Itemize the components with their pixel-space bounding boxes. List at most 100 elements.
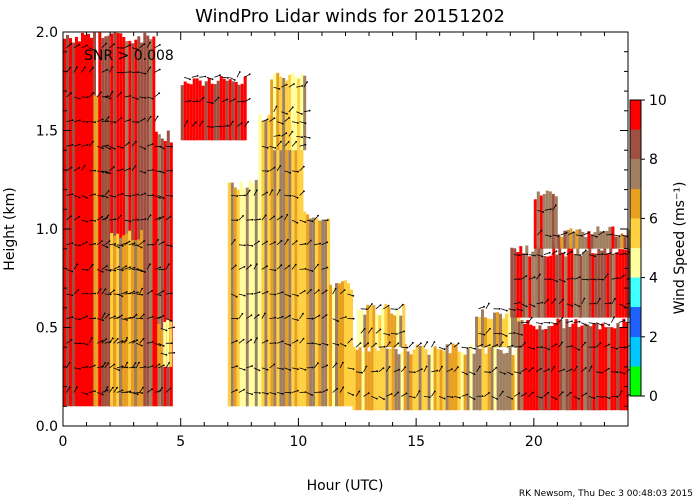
wind-arrow-head <box>530 316 533 319</box>
speed-cell <box>543 256 547 318</box>
speed-cell <box>189 84 193 141</box>
wind-arrow <box>543 368 550 373</box>
wind-arrow-head <box>133 266 136 269</box>
wind-arrow-head <box>104 288 107 291</box>
wind-arrow <box>543 299 549 305</box>
wind-arrow-head <box>234 264 237 267</box>
wind-arrow-head <box>162 215 165 218</box>
wind-arrow <box>116 169 123 172</box>
wind-arrow-head <box>352 394 354 396</box>
speed-cell <box>535 329 539 411</box>
wind-arrow-head <box>149 263 151 266</box>
wind-arrow-head <box>118 369 120 372</box>
speed-cell <box>603 245 607 318</box>
speed-cell <box>297 78 301 151</box>
speed-region-17 <box>533 190 558 249</box>
wind-arrow-head <box>390 393 393 395</box>
speed-cell <box>186 83 190 141</box>
wind-arrow-head <box>170 320 173 322</box>
wind-arrow-head <box>335 362 338 365</box>
wind-arrow-head <box>243 244 246 247</box>
wind-arrow-head <box>196 100 199 102</box>
wind-arrow <box>89 194 96 196</box>
wind-arrow <box>128 242 135 246</box>
wind-arrow <box>101 145 108 147</box>
speed-cell <box>267 114 271 407</box>
wind-arrow <box>66 67 71 73</box>
wind-arrow <box>356 371 363 374</box>
wind-arrow-head <box>125 339 128 342</box>
wind-arrow <box>408 396 415 398</box>
wind-arrow-head <box>563 251 566 254</box>
wind-arrow <box>146 169 154 172</box>
wind-arrow <box>339 387 344 393</box>
speed-cell <box>478 317 481 348</box>
wind-arrow <box>104 145 111 150</box>
wind-arrow-head <box>287 238 289 241</box>
wind-arrow-head <box>186 120 189 123</box>
wind-arrow <box>321 389 328 393</box>
wind-arrow <box>288 83 295 88</box>
wind-arrow-head <box>142 337 145 340</box>
colorbar-tick-label: 2 <box>649 330 658 346</box>
speed-cell <box>610 327 614 411</box>
wind-arrow-head <box>149 115 152 118</box>
wind-arrow <box>136 269 143 272</box>
wind-arrow-head <box>86 393 89 396</box>
wind-arrow-head <box>594 255 596 258</box>
speed-cell <box>436 349 440 411</box>
wind-arrow <box>261 215 266 221</box>
wind-arrow <box>109 364 115 369</box>
wind-arrow-head <box>317 289 320 292</box>
wind-arrow-head <box>107 190 110 192</box>
wind-arrow-head <box>524 341 526 344</box>
speed-cell <box>312 217 316 407</box>
speed-cell <box>119 33 123 407</box>
speed-cell <box>478 348 482 411</box>
wind-arrow <box>101 313 106 319</box>
speed-cell <box>619 327 623 411</box>
wind-arrow <box>139 145 146 150</box>
wind-arrow <box>101 288 106 295</box>
speed-cell <box>358 346 362 411</box>
speed-cell <box>327 218 331 407</box>
wind-arrow-head <box>317 362 319 365</box>
wind-arrow-head <box>275 105 278 108</box>
wind-arrow-head <box>99 288 102 290</box>
wind-arrow-head <box>533 254 536 257</box>
y-tick-label: 2.0 <box>36 25 58 41</box>
wind-arrow <box>261 291 268 295</box>
speed-cell <box>90 37 93 407</box>
speed-cell <box>534 245 538 318</box>
x-axis: 0 5 10 15 20 <box>59 32 605 450</box>
wind-arrow-head <box>532 367 534 369</box>
wind-arrow <box>276 340 283 344</box>
wind-arrow-head <box>547 391 550 394</box>
wind-arrow <box>81 315 88 319</box>
wind-arrow-head <box>563 280 566 283</box>
wind-arrow <box>543 392 549 397</box>
wind-arrow <box>89 121 96 123</box>
wind-arrow-head <box>504 372 506 375</box>
colorbar-tick-label: 4 <box>649 271 658 287</box>
wind-arrow-head <box>114 315 116 318</box>
wind-arrow <box>131 121 138 123</box>
speed-cell <box>213 84 217 141</box>
wind-arrow-head <box>287 141 290 143</box>
wind-arrow <box>588 322 595 324</box>
wind-arrow-head <box>137 121 139 124</box>
speed-region-10 <box>303 211 331 407</box>
wind-arrow-head <box>483 333 486 336</box>
wind-arrow <box>500 308 507 311</box>
wind-arrow <box>528 367 534 373</box>
wind-arrow-head <box>158 92 161 95</box>
wind-arrow-head <box>79 119 81 122</box>
wind-arrow <box>478 306 485 310</box>
wind-arrow <box>603 274 608 280</box>
y-tick-label: 1.5 <box>36 124 58 140</box>
wind-arrow <box>291 240 297 246</box>
wind-arrow <box>97 170 104 173</box>
speed-cell <box>384 303 388 348</box>
wind-arrow-head <box>418 390 421 393</box>
wind-arrow-head <box>396 308 398 311</box>
